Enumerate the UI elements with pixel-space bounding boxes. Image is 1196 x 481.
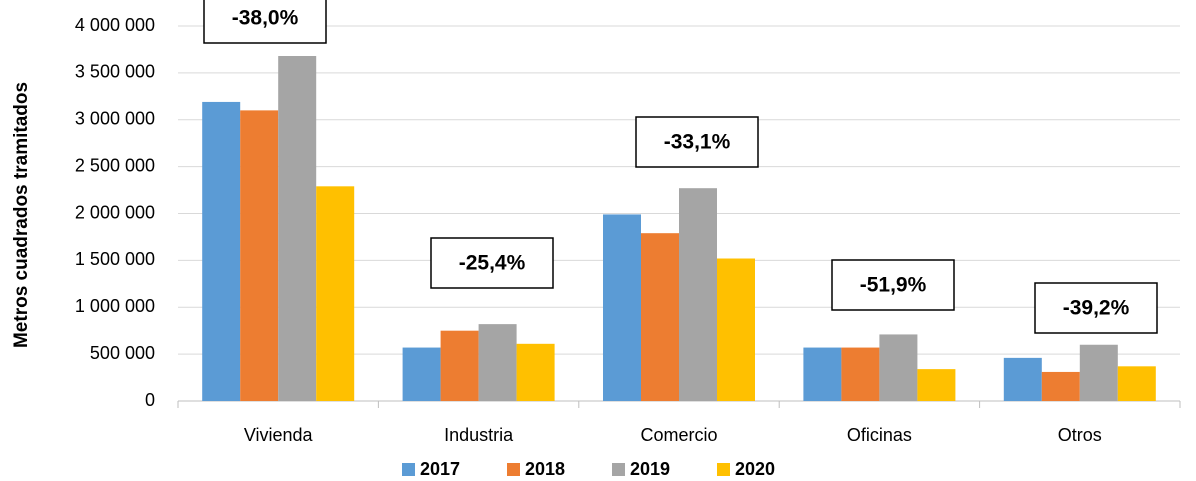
y-axis-label: Metros cuadrados tramitados	[11, 82, 32, 348]
y-tick-label: 4 000 000	[75, 15, 155, 35]
x-tick-label: Vivienda	[244, 425, 314, 445]
bar	[841, 347, 880, 401]
bar	[1079, 344, 1118, 401]
bar	[803, 347, 842, 401]
y-tick-label: 1 000 000	[75, 296, 155, 316]
legend-label: 2020	[735, 459, 775, 479]
bar	[717, 258, 755, 401]
legend-swatch	[717, 463, 730, 476]
bar	[1041, 371, 1080, 401]
y-tick-label: 3 000 000	[75, 109, 155, 129]
bar	[440, 330, 479, 401]
annotation: -33,1%	[664, 131, 731, 154]
annotation: -25,4%	[459, 252, 526, 275]
bar	[917, 369, 956, 401]
x-tick-label: Otros	[1058, 425, 1102, 445]
annotation-box	[831, 259, 955, 311]
x-tick-label: Industria	[444, 425, 514, 445]
bar	[402, 347, 441, 401]
bar	[240, 110, 279, 401]
annotation-box	[203, 0, 327, 44]
annotation: -38,0%	[232, 7, 299, 30]
legend-swatch	[402, 463, 415, 476]
annotation: -39,2%	[1063, 297, 1130, 320]
legend-swatch	[612, 463, 625, 476]
y-tick-label: 1 500 000	[75, 249, 155, 269]
annotation-box	[1034, 282, 1158, 334]
bar	[278, 56, 317, 401]
legend-swatch	[507, 463, 520, 476]
y-tick-label: 500 000	[90, 343, 155, 363]
legend-label: 2019	[630, 459, 670, 479]
bar	[879, 334, 918, 401]
annotation-box	[430, 237, 554, 289]
y-tick-label: 2 000 000	[75, 202, 155, 222]
x-tick-label: Comercio	[640, 425, 717, 445]
y-tick-label: 3 500 000	[75, 62, 155, 82]
bar	[202, 101, 241, 401]
legend-label: 2018	[525, 459, 565, 479]
bar	[679, 188, 717, 401]
x-tick-label: Oficinas	[847, 425, 912, 445]
bar	[478, 324, 517, 401]
bar	[516, 343, 555, 401]
y-tick-label: 0	[145, 390, 155, 410]
legend-label: 2017	[420, 459, 460, 479]
y-tick-label: 2 500 000	[75, 155, 155, 175]
annotation-box	[635, 116, 759, 168]
annotation: -51,9%	[860, 274, 927, 297]
bar	[603, 214, 641, 401]
bar	[1003, 357, 1042, 401]
bar	[316, 186, 355, 401]
bar	[1117, 366, 1156, 401]
bar	[641, 233, 679, 401]
